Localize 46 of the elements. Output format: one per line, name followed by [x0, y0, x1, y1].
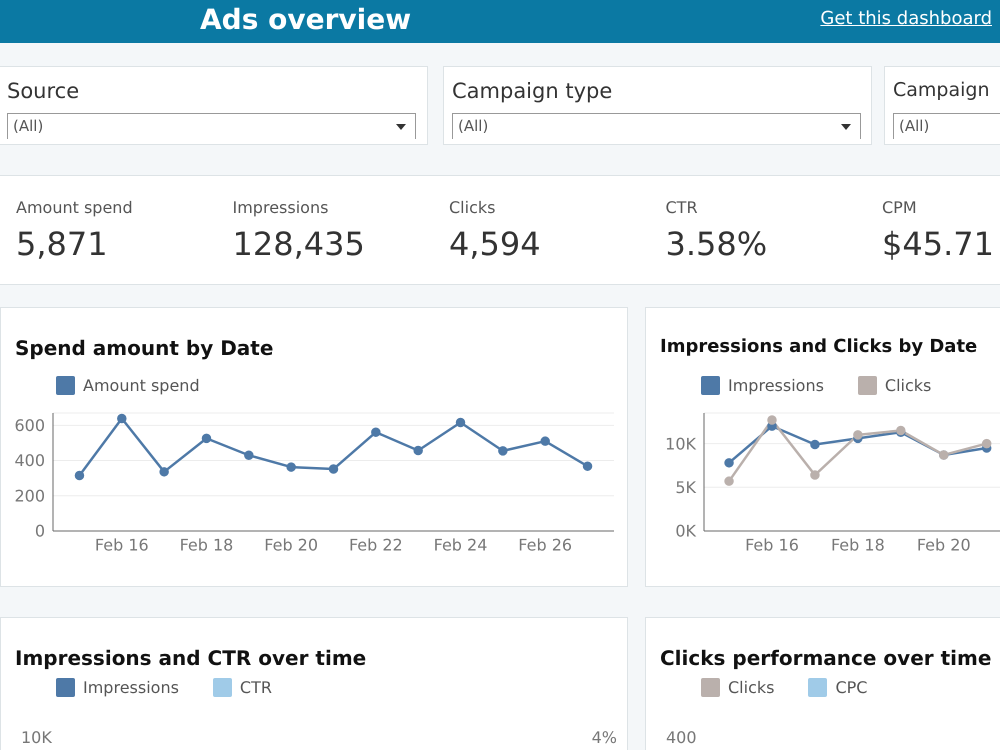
y-tick-label: 0	[34, 522, 45, 541]
text: Impressions	[232, 198, 330, 217]
text: Amount spend	[16, 198, 133, 217]
y-tick-label: 10K	[665, 434, 696, 454]
text: Campaign	[893, 79, 990, 101]
text: CTR	[240, 678, 272, 697]
y-tick-label: 400	[14, 451, 45, 470]
legend-label: Impressions	[728, 376, 824, 395]
x-tick-label: Feb 22	[348, 535, 403, 554]
text: 4,594	[449, 225, 541, 263]
x-tick-label: Feb 24	[434, 535, 488, 554]
text: 5,871	[16, 225, 109, 263]
text: Clicks	[449, 198, 496, 217]
text: Get this dashboard	[820, 8, 992, 29]
text: Ads overview	[200, 3, 412, 36]
text: Source	[7, 79, 80, 103]
chart-title: Spend amount by Date	[15, 336, 274, 360]
x-tick-label: Feb 20	[916, 535, 971, 554]
y-tick-label: 600	[14, 416, 45, 436]
x-tick-label: Feb 26	[518, 535, 572, 554]
x-tick-label: Feb 18	[830, 535, 885, 554]
legend-label: Clicks	[884, 376, 932, 395]
text: Clicks performance over time	[660, 646, 992, 670]
y-tick-label: 0K	[675, 522, 697, 541]
text: Clicks	[728, 678, 774, 697]
legend-label: Amount spend	[83, 376, 200, 395]
text: Impressions	[83, 678, 179, 697]
text: 4%	[592, 728, 617, 747]
text: (All)	[899, 117, 930, 135]
text: CPC	[835, 678, 868, 697]
text: (All)	[13, 117, 44, 135]
x-tick-label: Feb 20	[264, 535, 318, 554]
text: (All)	[458, 117, 488, 135]
text: 128,435	[232, 225, 365, 263]
x-tick-label: Feb 16	[745, 535, 799, 554]
text: CPM	[882, 198, 918, 217]
chart-title: Impressions and Clicks by Date	[660, 336, 978, 357]
y-tick-label: 5K	[675, 478, 697, 497]
x-tick-label: Feb 16	[94, 535, 149, 554]
text: Impressions and CTR over time	[15, 646, 366, 670]
text: CTR	[666, 198, 699, 217]
x-tick-label: Feb 18	[180, 535, 234, 554]
y-tick-label: 200	[14, 486, 45, 506]
text: 3.58%	[666, 225, 768, 263]
text: Campaign type	[452, 79, 612, 103]
text: $45.71	[882, 225, 994, 263]
